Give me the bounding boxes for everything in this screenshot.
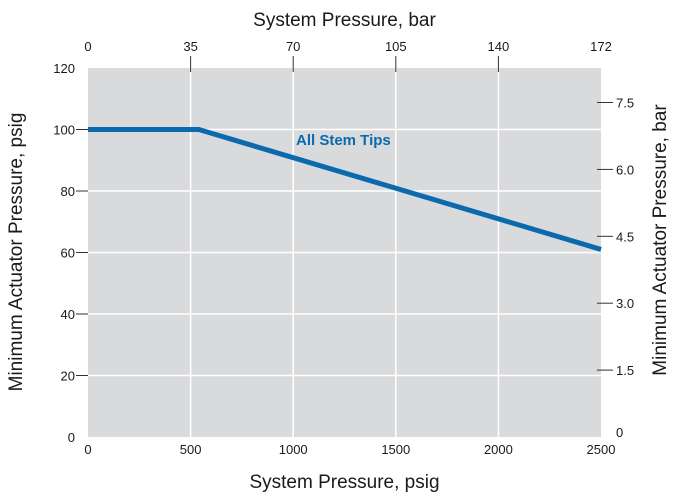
y2-tick-label: 6.0 (616, 162, 634, 177)
y-tick-label: 40 (61, 307, 75, 322)
x-tick-label: 2500 (587, 442, 616, 457)
x-tick-label: 2000 (484, 442, 513, 457)
y-tick-label: 120 (53, 61, 75, 76)
x2-tick-label: 70 (286, 39, 300, 54)
y2-tick-label: 7.5 (616, 96, 634, 111)
y2-tick-label: 3.0 (616, 296, 634, 311)
x2-axis-title: System Pressure, bar (253, 10, 436, 31)
series (88, 127, 602, 252)
y-tick-label: 100 (53, 123, 75, 138)
x2-tick-label: 105 (385, 39, 407, 54)
x2-tick-label: 35 (183, 39, 197, 54)
y2-axis-title: Minimum Actuator Pressure, bar (650, 104, 671, 376)
y2-tick-label: 0 (616, 425, 623, 440)
x-tick-label: 500 (180, 442, 202, 457)
y2-tick-label: 1.5 (616, 363, 634, 378)
y-tick-label: 80 (61, 184, 75, 199)
y-axis-title: Minimum Actuator Pressure, psig (6, 113, 27, 392)
x2-tick-label: 140 (488, 39, 510, 54)
y-tick-label: 20 (61, 369, 75, 384)
y2-tick-label: 4.5 (616, 229, 634, 244)
y-tick-label: 60 (61, 246, 75, 261)
series-label: All Stem Tips (296, 132, 391, 149)
series-line (88, 127, 602, 252)
x2-tick-label: 172 (590, 39, 612, 54)
x-tick-label: 0 (84, 442, 91, 457)
x-axis-title: System Pressure, psig (249, 472, 439, 493)
x2-tick-label: 0 (84, 39, 91, 54)
y-tick-label: 0 (68, 430, 75, 445)
x-tick-label: 1000 (279, 442, 308, 457)
x-tick-label: 1500 (381, 442, 410, 457)
